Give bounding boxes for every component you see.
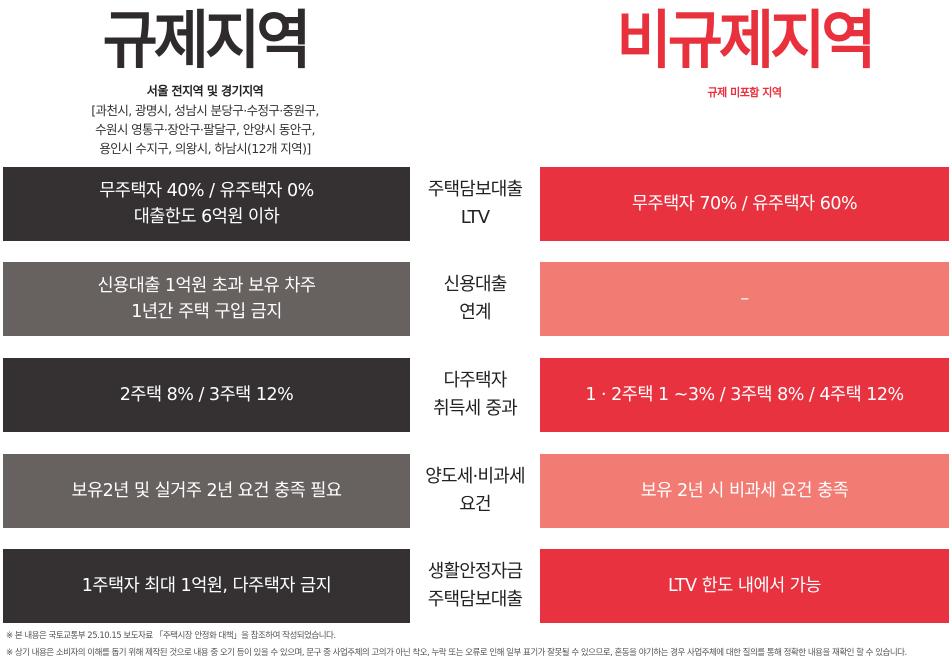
category-label: 신용대출 연계 <box>443 274 507 323</box>
non-regulated-cell: 보유 2년 시 비과세 요건 충족 <box>540 454 949 528</box>
category-label: 양도세·비과세 요건 <box>425 466 525 515</box>
category-label: 다주택자 취득세 중과 <box>433 370 518 419</box>
regulated-header: 규제지역 서울 전지역 및 경기지역 [과천시, 광명시, 성남시 분당구·수정… <box>0 0 410 158</box>
regulated-cell: 무주택자 40% / 유주택자 0% 대출한도 6억원 이하 <box>3 167 410 241</box>
category-label: 생활안정자금 주택담보대출 <box>427 561 523 610</box>
regulated-cell: 신용대출 1억원 초과 보유 차주 1년간 주택 구입 금지 <box>3 262 410 336</box>
non-regulated-cell: LTV 한도 내에서 가능 <box>540 549 949 623</box>
regulated-region-list: [과천시, 광명시, 성남시 분당구·수정구·중원구, 수원시 영통구·장안구·… <box>91 103 319 156</box>
non-regulated-header: 비규제지역 규제 미포함 지역 <box>540 0 949 100</box>
regulated-cell: 1주택자 최대 1억원, 다주택자 금지 <box>3 549 410 623</box>
footnote-source: ※ 본 내용은 국토교통부 25.10.15 보도자료 「주택시장 안정화 대책… <box>6 631 336 641</box>
non-regulated-cell: – <box>540 262 949 336</box>
regulated-cell: 보유2년 및 실거주 2년 요건 충족 필요 <box>3 454 410 528</box>
footnotes: ※ 본 내용은 국토교통부 25.10.15 보도자료 「주택시장 안정화 대책… <box>6 628 946 662</box>
comparison-row-credit-loan: 신용대출 1억원 초과 보유 차주 1년간 주택 구입 금지 신용대출 연계 – <box>0 262 949 336</box>
comparison-row-ltv: 무주택자 40% / 유주택자 0% 대출한도 6억원 이하 주택담보대출 LT… <box>0 167 949 241</box>
comparison-row-living-stability-loan: 1주택자 최대 1억원, 다주택자 금지 생활안정자금 주택담보대출 LTV 한… <box>0 549 949 623</box>
footnote-disclaimer: ※ 상기 내용은 소비자의 이해를 돕기 위해 제작된 것으로 내용 중 오기 … <box>6 648 907 658</box>
non-regulated-cell: 1 · 2주택 1 ~3% / 3주택 8% / 4주택 12% <box>540 358 949 432</box>
regulated-subtitle: 서울 전지역 및 경기지역 <box>146 84 264 98</box>
regulated-title: 규제지역 <box>102 4 312 78</box>
non-regulated-subtitle: 규제 미포함 지역 <box>707 86 783 99</box>
comparison-row-acquisition-tax: 2주택 8% / 3주택 12% 다주택자 취득세 중과 1 · 2주택 1 ~… <box>0 358 949 432</box>
regulated-cell: 2주택 8% / 3주택 12% <box>3 358 410 432</box>
comparison-row-capital-gains-tax: 보유2년 및 실거주 2년 요건 충족 필요 양도세·비과세 요건 보유 2년 … <box>0 454 949 528</box>
non-regulated-title: 비규제지역 <box>616 4 877 78</box>
category-label: 주택담보대출 LTV <box>427 179 523 228</box>
non-regulated-cell: 무주택자 70% / 유주택자 60% <box>540 167 949 241</box>
